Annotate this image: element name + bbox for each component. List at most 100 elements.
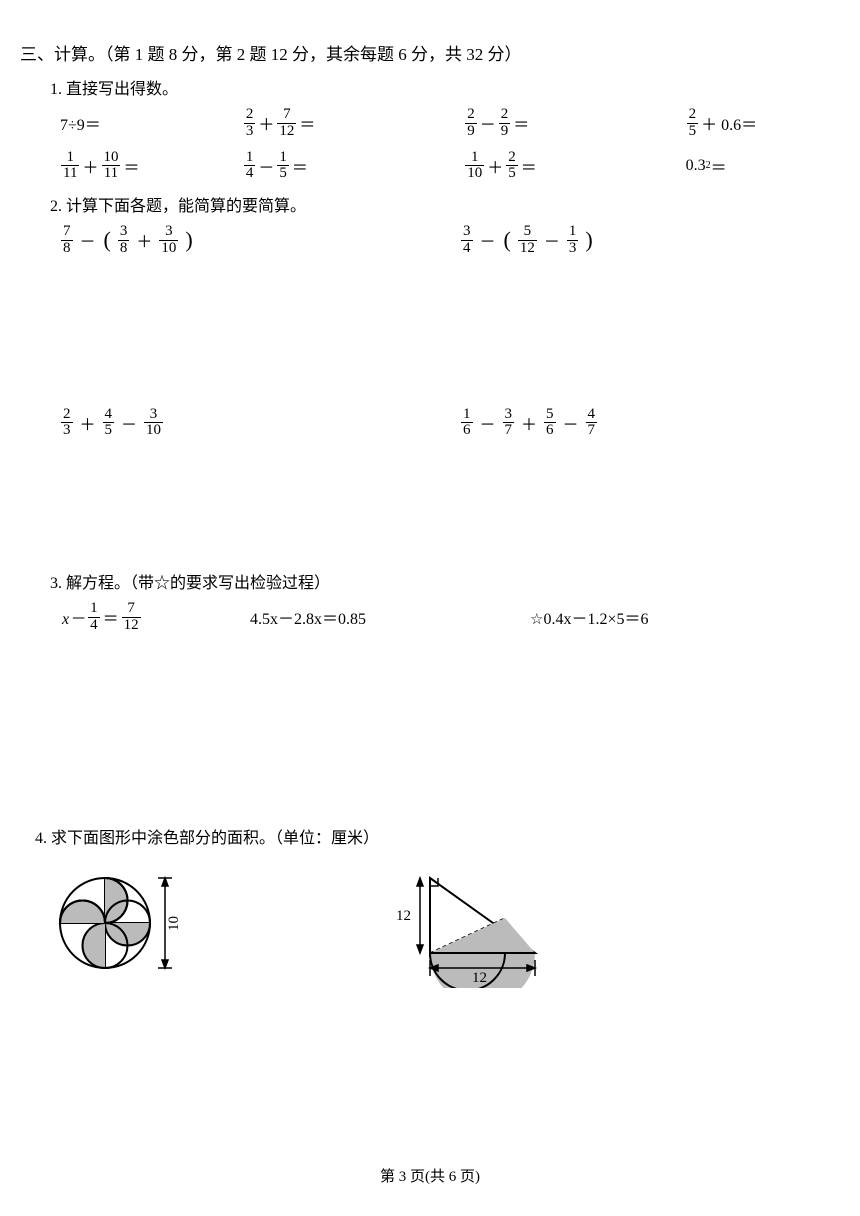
pre: x－: [62, 605, 85, 629]
den: 11: [102, 165, 120, 182]
q1-p2: 23 ＋ 712 ＝: [243, 107, 464, 140]
op: ＋: [136, 228, 152, 252]
q2-b: 34 － ( 512 － 13 ): [460, 224, 760, 257]
den: 6: [544, 422, 556, 439]
eq: ＝: [292, 154, 308, 178]
num: 5: [544, 407, 556, 423]
op: －: [80, 228, 96, 252]
figure-1: 10: [50, 868, 200, 988]
num: 10: [101, 150, 120, 166]
op: ＋: [258, 111, 274, 135]
q4-title: 4. 求下面图形中涂色部分的面积。（单位：厘米）: [35, 824, 830, 848]
num: 2: [506, 150, 518, 166]
den: 11: [61, 165, 79, 182]
op: －: [480, 228, 496, 252]
num: 7: [281, 107, 293, 123]
num: 1: [277, 150, 289, 166]
q1-row2: 111 ＋ 1011 ＝ 14 － 15 ＝ 110 ＋ 25 ＝ 0.32＝: [60, 150, 830, 183]
den: 10: [144, 422, 163, 439]
den: 8: [61, 240, 73, 257]
star-icon: ☆: [530, 612, 543, 628]
num: 3: [148, 407, 160, 423]
den: 4: [244, 165, 256, 182]
op: －: [258, 154, 274, 178]
figure-2: 12 12: [390, 868, 560, 988]
den: 4: [461, 240, 473, 257]
den: 7: [503, 422, 515, 439]
eq-text: 4.5x－2.8x＝0.85: [250, 611, 366, 628]
den: 5: [277, 165, 289, 182]
q2-row1: 78 － ( 38 ＋ 310 ) 34 － ( 512 － 13 ): [60, 224, 830, 257]
den: 5: [506, 165, 518, 182]
den: 12: [518, 240, 537, 257]
lparen: (: [104, 227, 111, 253]
den: 5: [687, 123, 699, 140]
q1-p1: 7÷9＝: [60, 111, 243, 135]
tail: ＝: [711, 154, 727, 178]
den: 3: [61, 422, 73, 439]
base: 0.3: [686, 157, 706, 175]
den: 3: [567, 240, 579, 257]
q3-title: 3. 解方程。（带☆的要求写出检验过程）: [50, 569, 830, 593]
den: 8: [118, 240, 130, 257]
num: 2: [465, 107, 477, 123]
op: ＋: [701, 111, 717, 135]
num: 1: [469, 150, 481, 166]
eq: ＝: [299, 111, 315, 135]
den: 12: [277, 123, 296, 140]
q1-title: 1. 直接写出得数。: [50, 75, 830, 99]
rparen: ): [585, 227, 592, 253]
q1-p8: 0.32＝: [686, 154, 830, 178]
q2-a: 78 － ( 38 ＋ 310 ): [60, 224, 460, 257]
den: 7: [586, 422, 598, 439]
den: 12: [122, 617, 141, 634]
num: 4: [103, 407, 115, 423]
eq: ＝: [103, 605, 119, 629]
num: 7: [125, 601, 137, 617]
den: 3: [244, 123, 256, 140]
op: ＋: [82, 154, 98, 178]
op: －: [480, 111, 496, 135]
den: 6: [461, 422, 473, 439]
q3-a: x－ 14 ＝ 712: [60, 601, 250, 634]
q1-p4: 25 ＋ 0.6＝: [686, 107, 830, 140]
num: 1: [244, 150, 256, 166]
eq: ＝: [123, 154, 139, 178]
den: 4: [88, 617, 100, 634]
q1-p1-text: 7÷9＝: [60, 111, 101, 135]
fig2-label-h: 12: [472, 970, 487, 986]
den: 10: [159, 240, 178, 257]
num: 1: [567, 224, 579, 240]
op: －: [544, 228, 560, 252]
num: 1: [461, 407, 473, 423]
section-title: 三、计算。（第 1 题 8 分，第 2 题 12 分，其余每题 6 分，共 32…: [20, 40, 830, 65]
rparen: ): [185, 227, 192, 253]
eq-text: 0.4x－1.2×5＝6: [543, 611, 648, 628]
op: ＋: [521, 411, 537, 435]
num: 2: [244, 107, 256, 123]
num: 5: [522, 224, 534, 240]
q2-c: 23 ＋ 45 － 310: [60, 407, 460, 440]
den: 10: [465, 165, 484, 182]
op: －: [121, 411, 137, 435]
page-footer: 第 3 页(共 6 页): [0, 1165, 860, 1186]
num: 3: [503, 407, 515, 423]
num: 3: [163, 224, 175, 240]
q2-title: 2. 计算下面各题，能简算的要简算。: [50, 192, 830, 216]
q1-p7: 110 ＋ 25 ＝: [464, 150, 685, 183]
q1-p3: 29 － 29 ＝: [464, 107, 685, 140]
op: ＋: [80, 411, 96, 435]
num: 1: [88, 601, 100, 617]
tail: 0.6＝: [721, 111, 757, 135]
den: 9: [465, 123, 477, 140]
op: ＋: [487, 154, 503, 178]
q3-row: x－ 14 ＝ 712 4.5x－2.8x＝0.85 ☆0.4x－1.2×5＝6: [60, 601, 830, 634]
q2-row2: 23 ＋ 45 － 310 16 － 37 ＋ 56 － 47: [60, 407, 830, 440]
op: －: [480, 411, 496, 435]
den: 9: [499, 123, 511, 140]
num: 2: [61, 407, 73, 423]
q1-row1: 7÷9＝ 23 ＋ 712 ＝ 29 － 29 ＝ 25 ＋ 0.6＝: [60, 107, 830, 140]
num: 3: [118, 224, 130, 240]
num: 3: [461, 224, 473, 240]
q3-b: 4.5x－2.8x＝0.85: [250, 605, 530, 629]
